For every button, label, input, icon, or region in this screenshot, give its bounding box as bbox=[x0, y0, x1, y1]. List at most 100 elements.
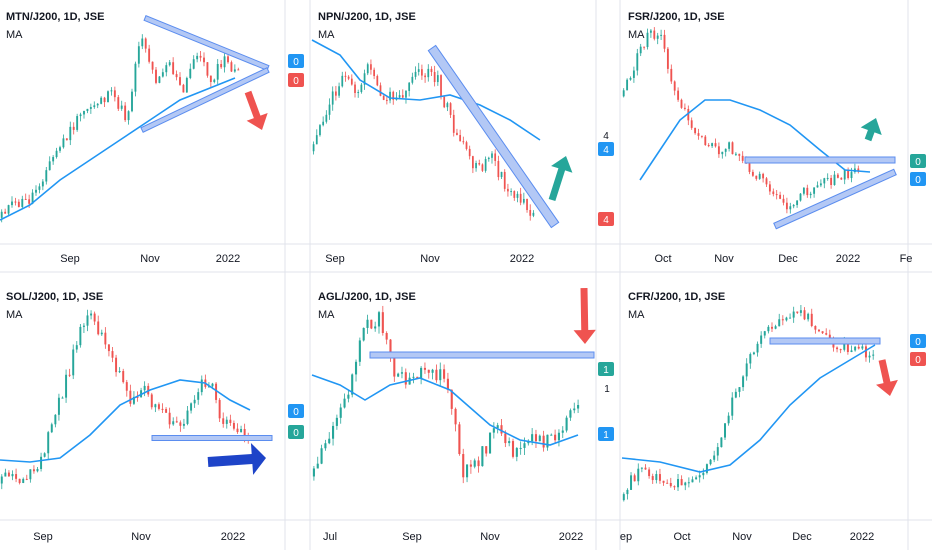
candle-body bbox=[232, 422, 235, 429]
candle bbox=[137, 41, 140, 68]
candle-body bbox=[237, 69, 240, 71]
candle bbox=[29, 469, 32, 483]
candle bbox=[11, 470, 14, 481]
candle-body bbox=[763, 331, 766, 336]
candle bbox=[332, 421, 335, 446]
candle bbox=[864, 341, 867, 362]
chart-panel-fsr[interactable]: FSR/J200, 1D, JSE MA Oct Nov Dec 2022 Fe… bbox=[628, 11, 926, 265]
candle-body bbox=[35, 189, 37, 193]
candle-body bbox=[565, 417, 568, 431]
candle bbox=[749, 352, 752, 369]
candle bbox=[843, 168, 846, 185]
chart-panel-agl[interactable]: AGL/J200, 1D, JSE MA Jul Sep Nov 2022 1 … bbox=[318, 291, 614, 543]
x-tick-label: Dec bbox=[792, 531, 812, 543]
candle-body bbox=[430, 68, 433, 73]
candle-body bbox=[458, 424, 461, 455]
candle bbox=[817, 329, 820, 333]
candle-body bbox=[14, 201, 17, 203]
candle bbox=[397, 372, 400, 378]
candle bbox=[633, 473, 636, 482]
candle-body bbox=[172, 62, 175, 75]
chart-title: AGL/J200, 1D, JSE bbox=[318, 291, 416, 303]
candle-body bbox=[454, 408, 457, 425]
candle bbox=[62, 134, 65, 149]
candle-body bbox=[376, 76, 379, 86]
candle bbox=[100, 96, 103, 105]
candle-body bbox=[846, 341, 849, 353]
chart-plot-fsr bbox=[622, 27, 897, 230]
candle-body bbox=[768, 184, 771, 192]
candle-body bbox=[677, 479, 680, 488]
candle bbox=[220, 59, 223, 69]
candle bbox=[172, 417, 175, 426]
candle bbox=[4, 468, 7, 477]
candle-body bbox=[69, 126, 72, 141]
candle-body bbox=[0, 476, 3, 484]
x-tick-label: 2022 bbox=[836, 253, 860, 265]
candle bbox=[363, 69, 366, 90]
candle bbox=[487, 156, 490, 162]
candle-body bbox=[100, 97, 103, 104]
x-tick-label: Nov bbox=[732, 531, 752, 543]
candle-body bbox=[424, 75, 426, 78]
candle bbox=[789, 313, 792, 319]
candle-body bbox=[752, 352, 755, 355]
candle bbox=[131, 88, 133, 113]
candle bbox=[727, 412, 730, 426]
candle-body bbox=[698, 475, 701, 478]
candle bbox=[398, 90, 401, 100]
candle-body bbox=[775, 194, 778, 196]
candle bbox=[649, 28, 652, 38]
candle bbox=[752, 351, 755, 356]
candle bbox=[325, 110, 328, 124]
indicator-label: MA bbox=[318, 309, 335, 321]
candle bbox=[473, 458, 476, 469]
chart-panel-mtn[interactable]: MTN/J200, 1D, JSE MA Sep Nov 2022 0 0 bbox=[6, 11, 304, 265]
candle-body bbox=[75, 345, 78, 350]
candle-body bbox=[182, 84, 185, 93]
candle bbox=[697, 128, 700, 140]
candle bbox=[417, 62, 420, 76]
candle-body bbox=[857, 168, 860, 172]
candle bbox=[516, 191, 519, 203]
candle-body bbox=[211, 383, 214, 387]
candle bbox=[21, 195, 24, 210]
candle bbox=[335, 85, 337, 101]
price-label: 1 bbox=[604, 384, 610, 395]
chart-panel-sol[interactable]: SOL/J200, 1D, JSE MA Sep Nov 2022 0 0 bbox=[6, 291, 304, 543]
svg-text:0: 0 bbox=[293, 76, 299, 87]
candle bbox=[809, 191, 812, 199]
candle bbox=[328, 432, 331, 445]
candle-body bbox=[227, 56, 229, 63]
candle bbox=[792, 306, 795, 323]
candle-body bbox=[648, 469, 651, 477]
candle bbox=[836, 346, 839, 353]
candle bbox=[823, 177, 826, 189]
candle-body bbox=[577, 405, 580, 409]
descending-trendline-band bbox=[427, 44, 560, 229]
candle bbox=[644, 464, 647, 470]
chart-panel-npn[interactable]: NPN/J200, 1D, JSE MA Sep Nov 2022 4 4 4 bbox=[318, 11, 614, 265]
arrow-down-icon bbox=[876, 359, 898, 396]
candle bbox=[0, 209, 3, 223]
candle bbox=[435, 364, 438, 383]
candle-body bbox=[90, 313, 93, 316]
candle bbox=[814, 325, 817, 334]
candle-body bbox=[125, 382, 128, 391]
chart-panel-cfr[interactable]: CFR/J200, 1D, JSE MA ep Oct Nov Dec 2022… bbox=[620, 291, 926, 543]
candle-body bbox=[38, 186, 41, 190]
candle-body bbox=[215, 383, 218, 400]
candle bbox=[529, 204, 532, 221]
candle-body bbox=[93, 313, 96, 322]
candle-body bbox=[420, 367, 423, 379]
candle-body bbox=[401, 95, 404, 98]
chart-plot-npn bbox=[311, 39, 573, 229]
candle bbox=[237, 67, 240, 71]
candle bbox=[189, 63, 192, 80]
candle bbox=[742, 375, 745, 391]
moving-average-line bbox=[621, 344, 876, 473]
candle bbox=[492, 422, 495, 439]
candle bbox=[103, 96, 106, 107]
candle bbox=[143, 381, 146, 397]
candle bbox=[335, 414, 338, 430]
